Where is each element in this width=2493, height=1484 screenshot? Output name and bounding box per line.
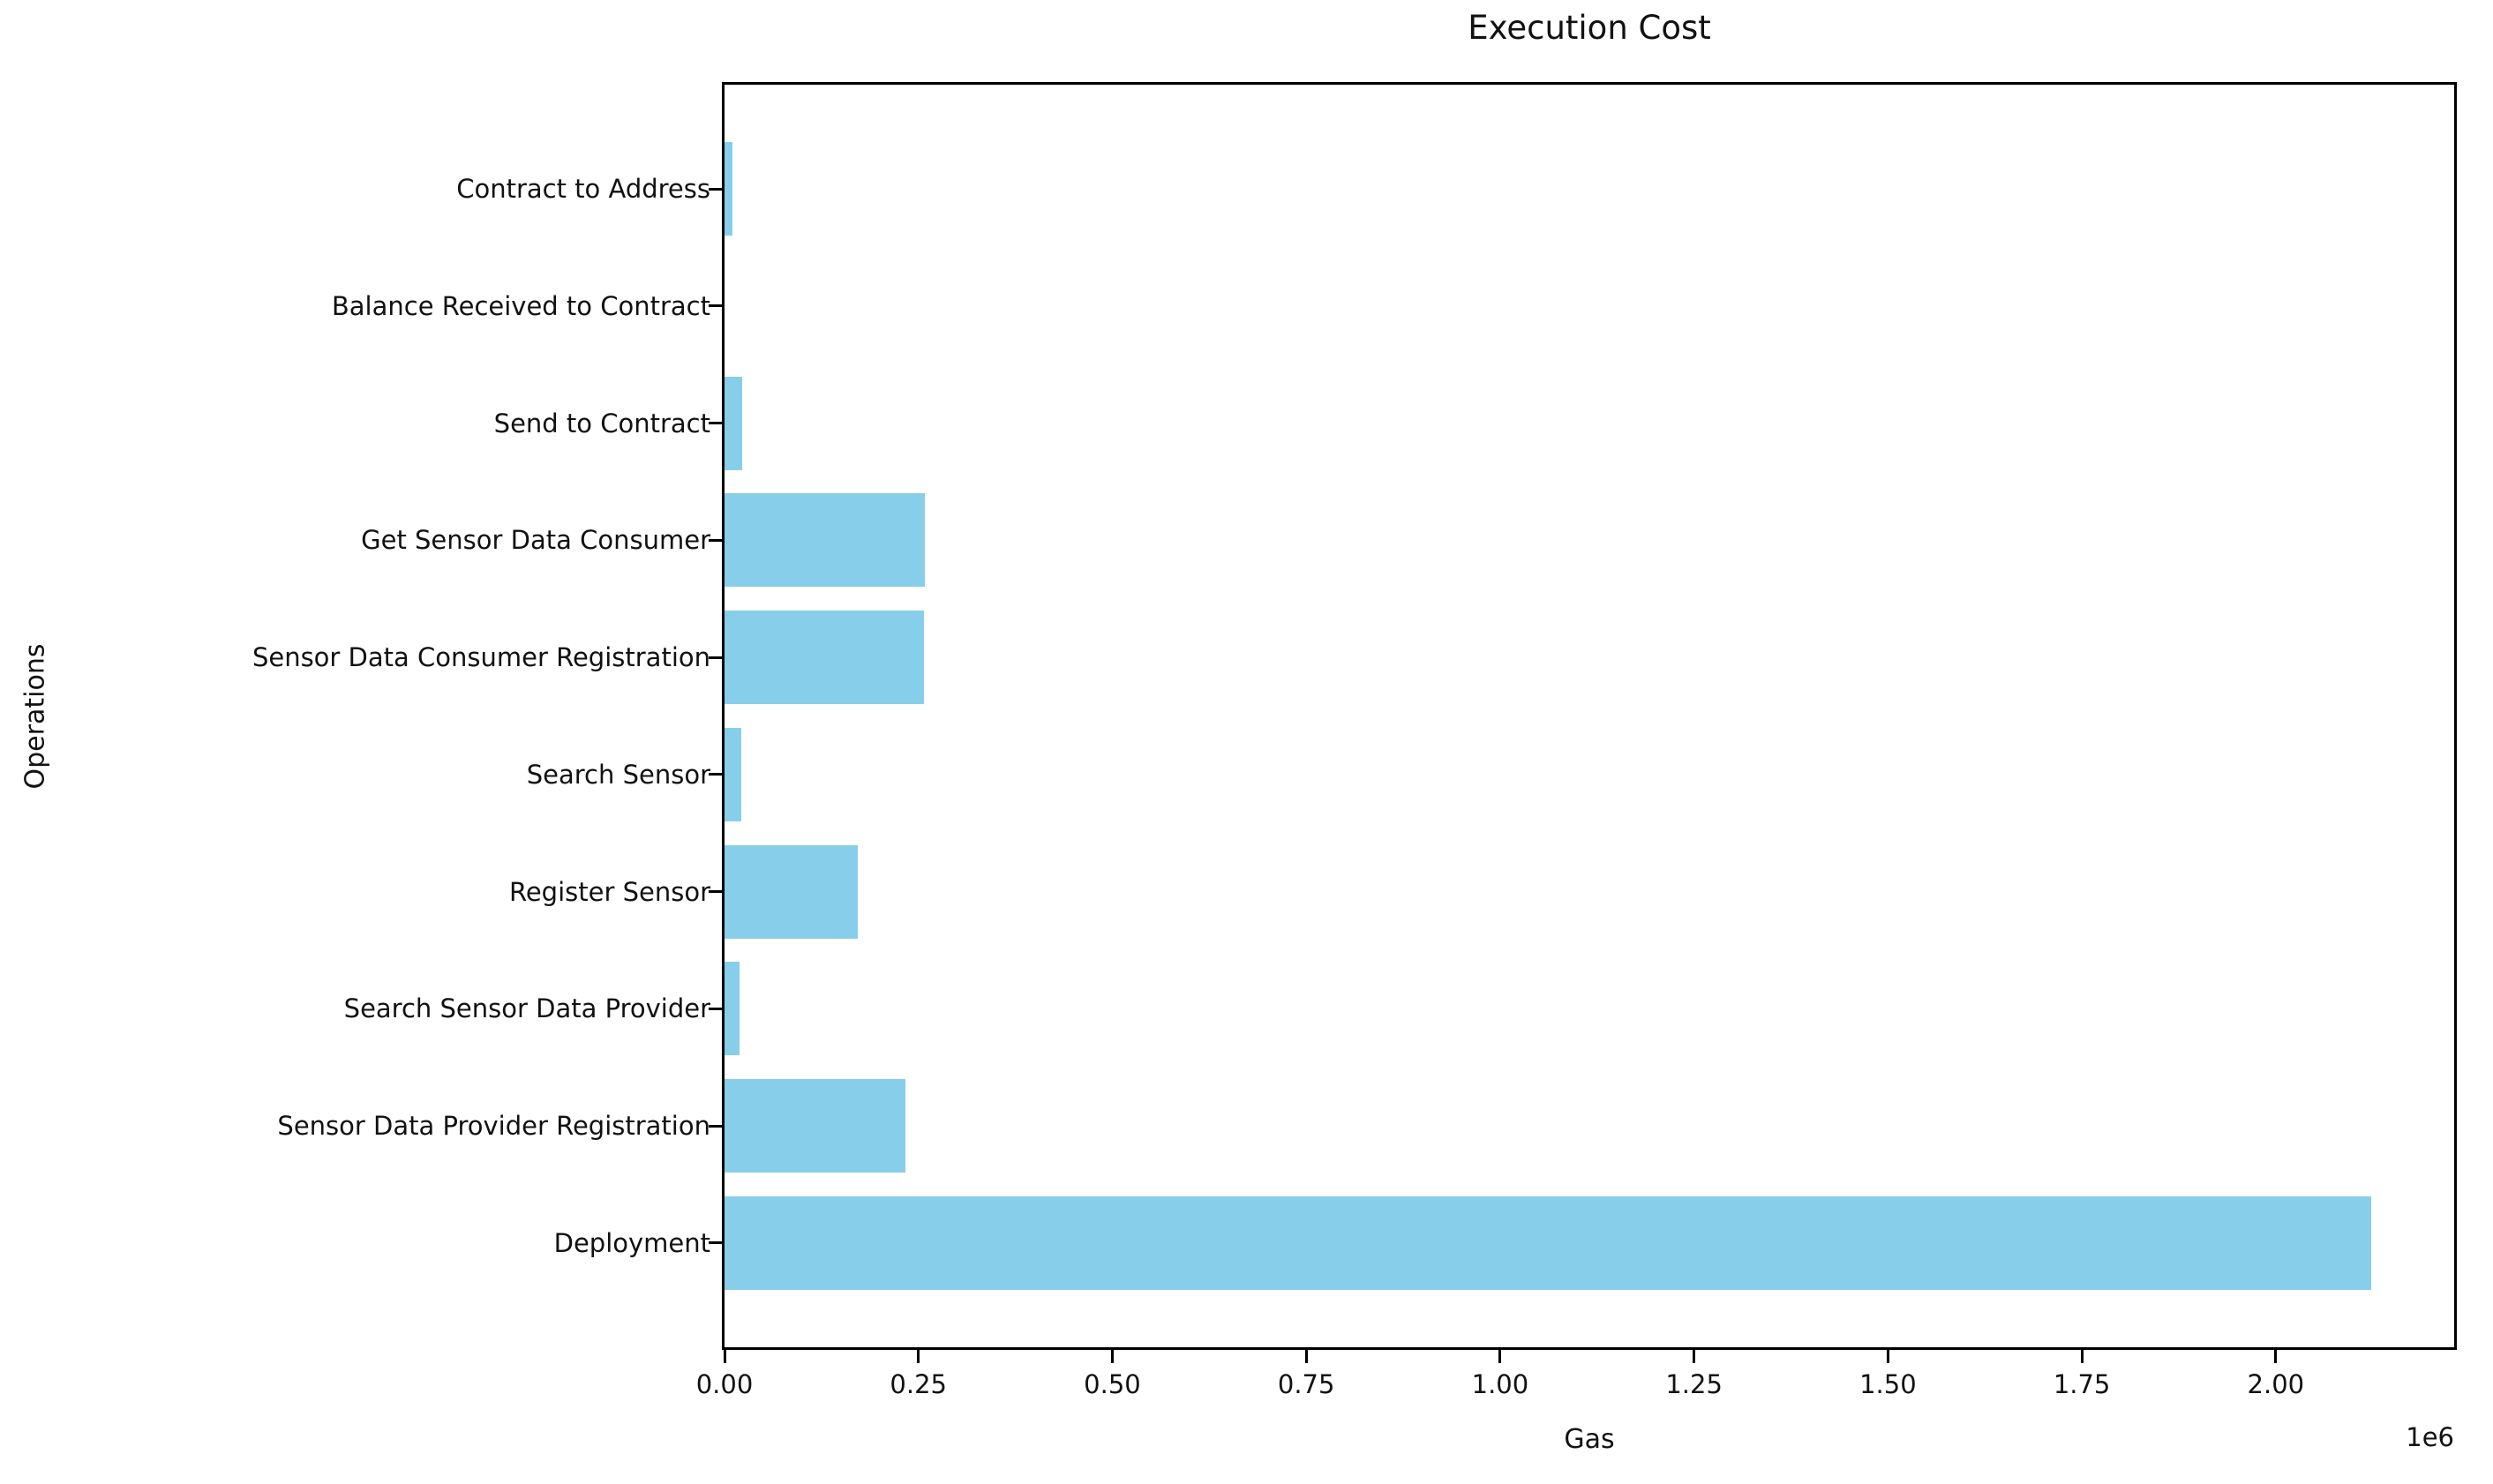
bar: [725, 844, 858, 939]
x-axis-label: Gas: [1564, 1424, 1615, 1455]
y-tick-mark: [709, 1007, 722, 1010]
x-tick-mark: [1886, 1350, 1889, 1363]
y-tick-mark: [709, 773, 722, 776]
y-tick-mark: [709, 656, 722, 659]
x-axis-offset-label: 1e6: [2406, 1422, 2454, 1452]
y-tick-mark: [709, 1241, 722, 1245]
bar: [725, 611, 924, 705]
x-tick-label: 1.50: [1859, 1369, 1917, 1399]
y-tick-label: Send to Contract: [493, 408, 710, 438]
y-tick-label: Sensor Data Provider Registration: [277, 1111, 710, 1142]
x-tick-mark: [2274, 1350, 2278, 1363]
x-tick-mark: [1110, 1350, 1114, 1363]
y-tick-label: Sensor Data Consumer Registration: [252, 642, 710, 673]
x-tick-label: 0.00: [695, 1369, 754, 1399]
x-tick-label: 2.00: [2247, 1369, 2305, 1399]
y-tick-label: Deployment: [553, 1227, 710, 1258]
x-tick-mark: [917, 1350, 920, 1363]
bar: [725, 1195, 2371, 1290]
x-tick-label: 1.00: [1471, 1369, 1529, 1399]
y-tick-label: Search Sensor: [526, 759, 710, 790]
bar: [725, 493, 925, 588]
x-tick-label: 1.25: [1665, 1369, 1723, 1399]
bar: [725, 142, 732, 236]
y-tick-mark: [709, 890, 722, 894]
bar: [725, 1079, 905, 1173]
y-axis-label: Operations: [19, 643, 51, 790]
x-tick-label: 0.75: [1277, 1369, 1335, 1399]
y-tick-label: Search Sensor Data Provider: [343, 993, 710, 1024]
x-tick-label: 1.75: [2053, 1369, 2111, 1399]
y-tick-mark: [709, 1124, 722, 1128]
x-tick-label: 0.50: [1084, 1369, 1141, 1399]
x-tick-mark: [1304, 1350, 1308, 1363]
y-tick-label: Register Sensor: [508, 876, 710, 907]
y-tick-mark: [709, 538, 722, 542]
y-tick-mark: [709, 422, 722, 425]
bar: [725, 376, 742, 470]
x-tick-mark: [2080, 1350, 2084, 1363]
bar: [725, 727, 741, 821]
y-tick-mark: [709, 187, 722, 191]
bar: [725, 962, 740, 1056]
x-tick-mark: [1498, 1350, 1502, 1363]
y-tick-label: Balance Received to Contract: [331, 290, 710, 321]
x-tick-mark: [723, 1350, 726, 1363]
y-tick-mark: [709, 304, 722, 308]
y-tick-label: Contract to Address: [456, 174, 710, 205]
plot-area: [722, 82, 2457, 1350]
x-tick-label: 0.25: [890, 1369, 947, 1399]
chart-title: Execution Cost: [1468, 9, 1711, 47]
y-tick-label: Get Sensor Data Consumer: [361, 525, 710, 556]
x-tick-mark: [1693, 1350, 1696, 1363]
